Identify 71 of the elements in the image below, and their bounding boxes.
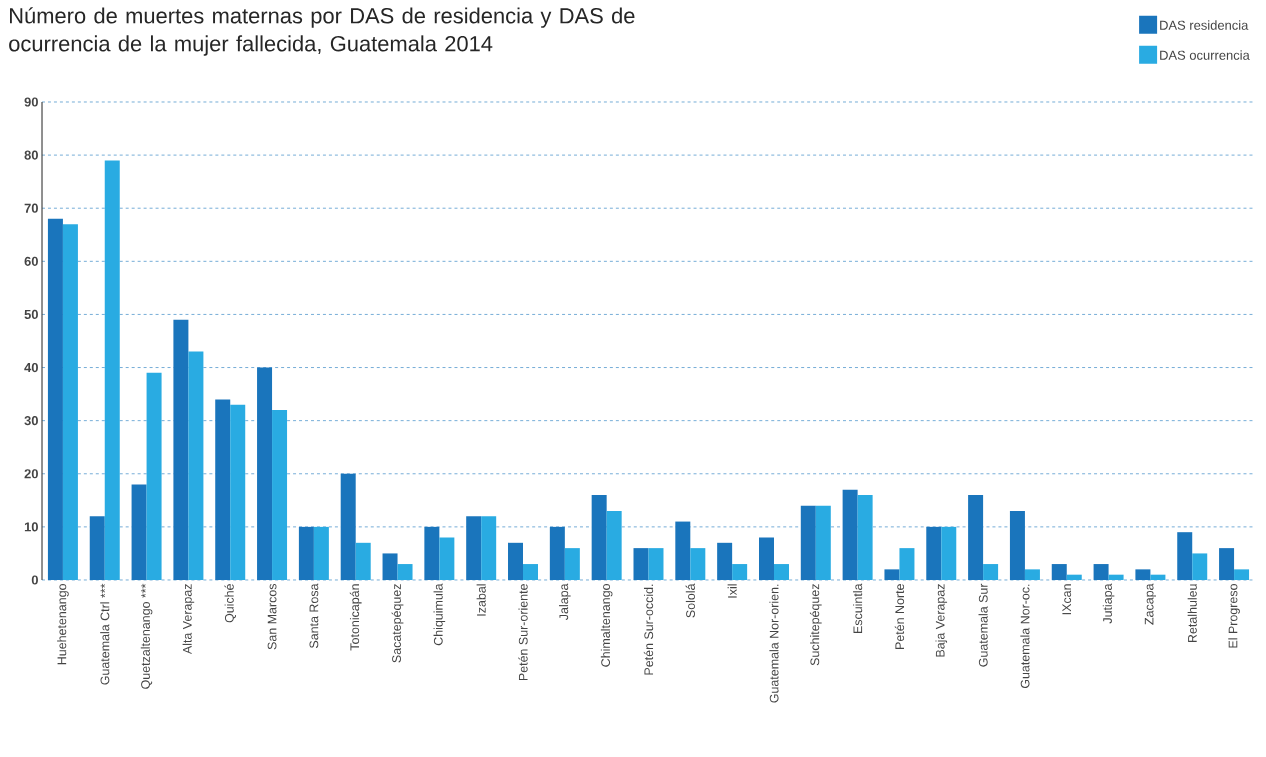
bar	[230, 404, 246, 580]
x-tick-label: Santa Rosa	[309, 583, 319, 649]
bar	[606, 510, 622, 580]
y-tick-label: 0	[31, 575, 38, 585]
bar	[815, 505, 831, 580]
x-tick-label: Izabal	[476, 584, 486, 616]
y-tick-label: 60	[24, 256, 38, 266]
x-tick-label: Baja Verapaz	[935, 584, 948, 657]
bar	[690, 548, 706, 580]
x-tick-label: Petén Sur-occid.	[643, 584, 654, 675]
bar	[1192, 553, 1208, 580]
x-tick-label: Totonicapán	[349, 584, 362, 651]
y-tick-label: 30	[24, 416, 38, 426]
x-tick-label: Chiquimula	[433, 583, 446, 646]
bar	[1066, 574, 1082, 580]
y-tick-label: 80	[24, 150, 38, 160]
bar	[1150, 574, 1166, 580]
x-tick-label: Escuintla	[853, 583, 863, 634]
bar	[564, 548, 580, 580]
bar	[732, 564, 748, 580]
x-tick-label: Chimaltenango	[600, 584, 613, 667]
x-tick-label: San Marcos	[267, 583, 277, 650]
x-tick-label: Guatemala Sur	[978, 583, 988, 667]
x-tick-label: Guatemala Nor-orien.	[769, 584, 779, 703]
bar	[104, 160, 120, 580]
legend-label: DAS residencia	[1160, 20, 1249, 30]
bar	[1108, 574, 1124, 580]
bar	[899, 548, 915, 580]
bar	[62, 224, 78, 580]
y-tick-label: 70	[24, 203, 38, 213]
bar	[773, 564, 789, 580]
legend-label: DAS ocurrencia	[1160, 50, 1250, 60]
x-tick-label: Suchitepéquez	[809, 584, 822, 666]
x-tick-label: Guatemala Nor-oc.	[1020, 584, 1030, 689]
y-tick-label: 50	[24, 309, 38, 320]
x-tick-label: Zacapa	[1144, 583, 1156, 625]
y-tick-label: 10	[24, 522, 38, 532]
bar	[481, 516, 497, 580]
x-tick-label: Ixil	[727, 584, 737, 598]
x-tick-label: Petén Norte	[894, 584, 905, 649]
bar	[272, 410, 288, 580]
bar	[355, 542, 371, 580]
bar	[1024, 569, 1040, 580]
x-tick-label: Petén Sur-oriente	[518, 584, 528, 681]
x-tick-label: Retalhuleu	[1187, 584, 1197, 643]
x-tick-label: Alta Verapaz	[182, 584, 195, 655]
y-tick-label: 90	[24, 97, 38, 107]
y-tick-label: 20	[24, 469, 38, 479]
x-tick-label: Guatemala Ctrl ***	[100, 583, 110, 685]
x-tick-label: Quiché	[224, 584, 236, 623]
bar	[397, 564, 413, 580]
x-tick-label: Huehetenango	[57, 584, 69, 665]
bar	[857, 495, 873, 580]
bar	[983, 564, 999, 580]
bar	[941, 526, 957, 580]
y-tick-label: 40	[24, 362, 38, 373]
x-tick-label: Quetzaltenango ***	[140, 583, 153, 689]
x-tick-label: El Progreso	[1228, 584, 1240, 648]
chart-title: Número de muertes maternas por DAS de residencia y DAS de ocurrencia de la mujer fallecida, Guatemala 2014	[9, 7, 635, 56]
x-tick-label: IXcan	[1062, 584, 1072, 615]
bar	[523, 564, 539, 580]
bar	[146, 372, 162, 580]
x-tick-label: Jutiapa	[1102, 583, 1115, 624]
bar	[188, 351, 204, 580]
bar	[1234, 569, 1250, 580]
x-tick-label: Jalapa	[559, 583, 571, 621]
bar	[439, 537, 455, 580]
x-tick-label: Sololá	[685, 583, 695, 618]
x-tick-label: Sacatepéquez	[391, 584, 404, 663]
bar	[648, 548, 664, 580]
bar	[313, 526, 329, 580]
